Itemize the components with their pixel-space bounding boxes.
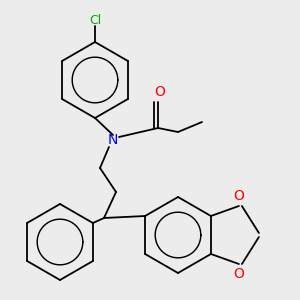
Text: N: N <box>108 133 118 147</box>
Text: O: O <box>233 267 244 281</box>
Text: Cl: Cl <box>89 14 101 26</box>
Text: O: O <box>154 85 165 99</box>
Text: O: O <box>233 189 244 203</box>
